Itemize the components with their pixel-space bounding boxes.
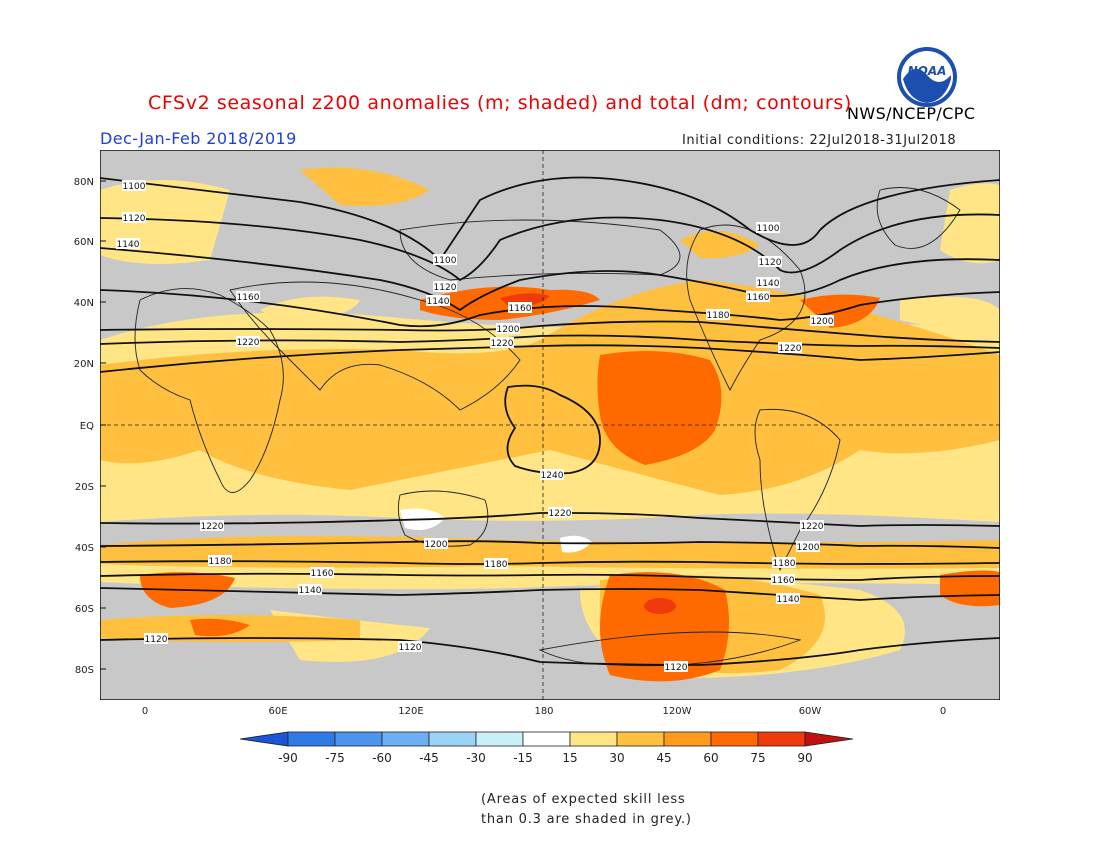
latitude-tick-labels [100,180,106,670]
contour-label: 1220 [237,338,260,348]
colorbar-box [287,731,336,747]
contour-label: 1160 [772,576,795,586]
contour-label: 1200 [425,540,448,550]
colorbar-box [757,731,806,747]
colorbar-box [381,731,430,747]
contour-label: 1200 [811,317,834,327]
contour-label: 1100 [757,224,780,234]
colorbar-label: -60 [372,751,392,765]
colorbar-arrow-right [804,731,854,747]
colorbar-box [616,731,665,747]
contour-labels: 1100 1100 1100 1120 1120 1120 1140 1140 1140 1160… [116,180,834,673]
colorbar-box [710,731,759,747]
colorbar-label: -15 [513,751,533,765]
colorbar-label: -90 [278,751,298,765]
contour-label: 1200 [497,325,520,335]
lat-tick-label: 60S [75,604,94,615]
contour-label: 1140 [777,595,800,605]
season-label: Dec-Jan-Feb 2018/2019 [100,129,297,148]
contour-label: 1200 [797,543,820,553]
contour-label: 1220 [779,344,802,354]
contour-label: 1220 [549,509,572,519]
contour-label: 1160 [311,569,334,579]
contour-label: 1160 [237,293,260,303]
colorbar-label: -45 [419,751,439,765]
lat-tick-label: 80N [74,177,94,188]
lat-tick-label: EQ [80,421,94,432]
latitude-axis: 80N 60N 40N 20N EQ 20S 40S 60S 80S [74,177,94,676]
colorbar-box [475,731,524,747]
lon-tick-label: 180 [534,706,553,717]
contour-label: 1120 [123,214,146,224]
colorbar-label: 45 [656,751,671,765]
logo-text: NOAA [908,64,947,78]
contour-label: 1120 [759,258,782,268]
lat-tick-label: 60N [74,237,94,248]
contour-label: 1140 [427,297,450,307]
agency-label: NWS/NCEP/CPC [847,104,976,123]
z200-contours [100,176,1000,666]
contour-label: 1140 [757,279,780,289]
colorbar-label: 90 [797,751,812,765]
lon-tick-label: 60E [268,706,287,717]
contour-label: 1180 [707,311,730,321]
lon-tick-label: 60W [799,706,822,717]
lon-tick-label: 0 [940,706,946,717]
contour-label: 1180 [209,557,232,567]
colorbar-label: 75 [750,751,765,765]
contour-label: 1160 [747,293,770,303]
contour-label: 1160 [509,304,532,314]
contour-label: 1120 [665,663,688,673]
initial-conditions: Initial conditions: 22Jul2018-31Jul2018 [682,133,957,148]
longitude-axis: 0 60E 120E 180 120W 60W 0 [142,706,946,717]
contour-label: 1180 [773,559,796,569]
contour-label: 1240 [541,471,564,481]
z200-map: 1100 1100 1100 1120 1120 1120 1140 1140 1140 1160… [100,150,1000,700]
colorbar-label: 60 [703,751,718,765]
contour-label: 1120 [145,635,168,645]
lon-tick-label: 0 [142,706,148,717]
contour-label: 1120 [399,643,422,653]
contour-label: 1140 [117,240,140,250]
colorbar-box [522,731,571,747]
skill-note-line-1: (Areas of expected skill less [481,792,686,807]
lat-tick-label: 40N [74,298,94,309]
noaa-logo-icon: NOAA [897,47,957,107]
colorbar-label: 30 [609,751,624,765]
contour-label: 1180 [485,560,508,570]
lat-tick-label: 80S [75,665,94,676]
lat-tick-label: 20S [75,482,94,493]
coastlines [134,187,961,667]
colorbar-label: 15 [562,751,577,765]
colorbar-label: -30 [466,751,486,765]
lon-tick-label: 120E [398,706,423,717]
contour-label: 1220 [201,522,224,532]
contour-label: 1220 [491,339,514,349]
lat-tick-label: 40S [75,543,94,554]
contour-label: 1140 [299,586,322,596]
colorbar-label: -75 [325,751,345,765]
lat-tick-label: 20N [74,359,94,370]
contour-label: 1100 [434,256,457,266]
contour-label: 1100 [123,182,146,192]
colorbar-box [334,731,383,747]
colorbar-box [569,731,618,747]
colorbar-arrow-left [239,731,289,747]
colorbar: -90 -75 -60 -45 -30 -15 15 30 45 60 75 90 [239,731,854,765]
chart-title: CFSv2 seasonal z200 anomalies (m; shaded… [148,92,852,114]
colorbar-box [428,731,477,747]
skill-note-line-2: than 0.3 are shaded in grey.) [481,812,692,827]
contour-label: 1220 [801,522,824,532]
colorbar-box [663,731,712,747]
lon-tick-label: 120W [663,706,692,717]
contour-label: 1120 [434,283,457,293]
